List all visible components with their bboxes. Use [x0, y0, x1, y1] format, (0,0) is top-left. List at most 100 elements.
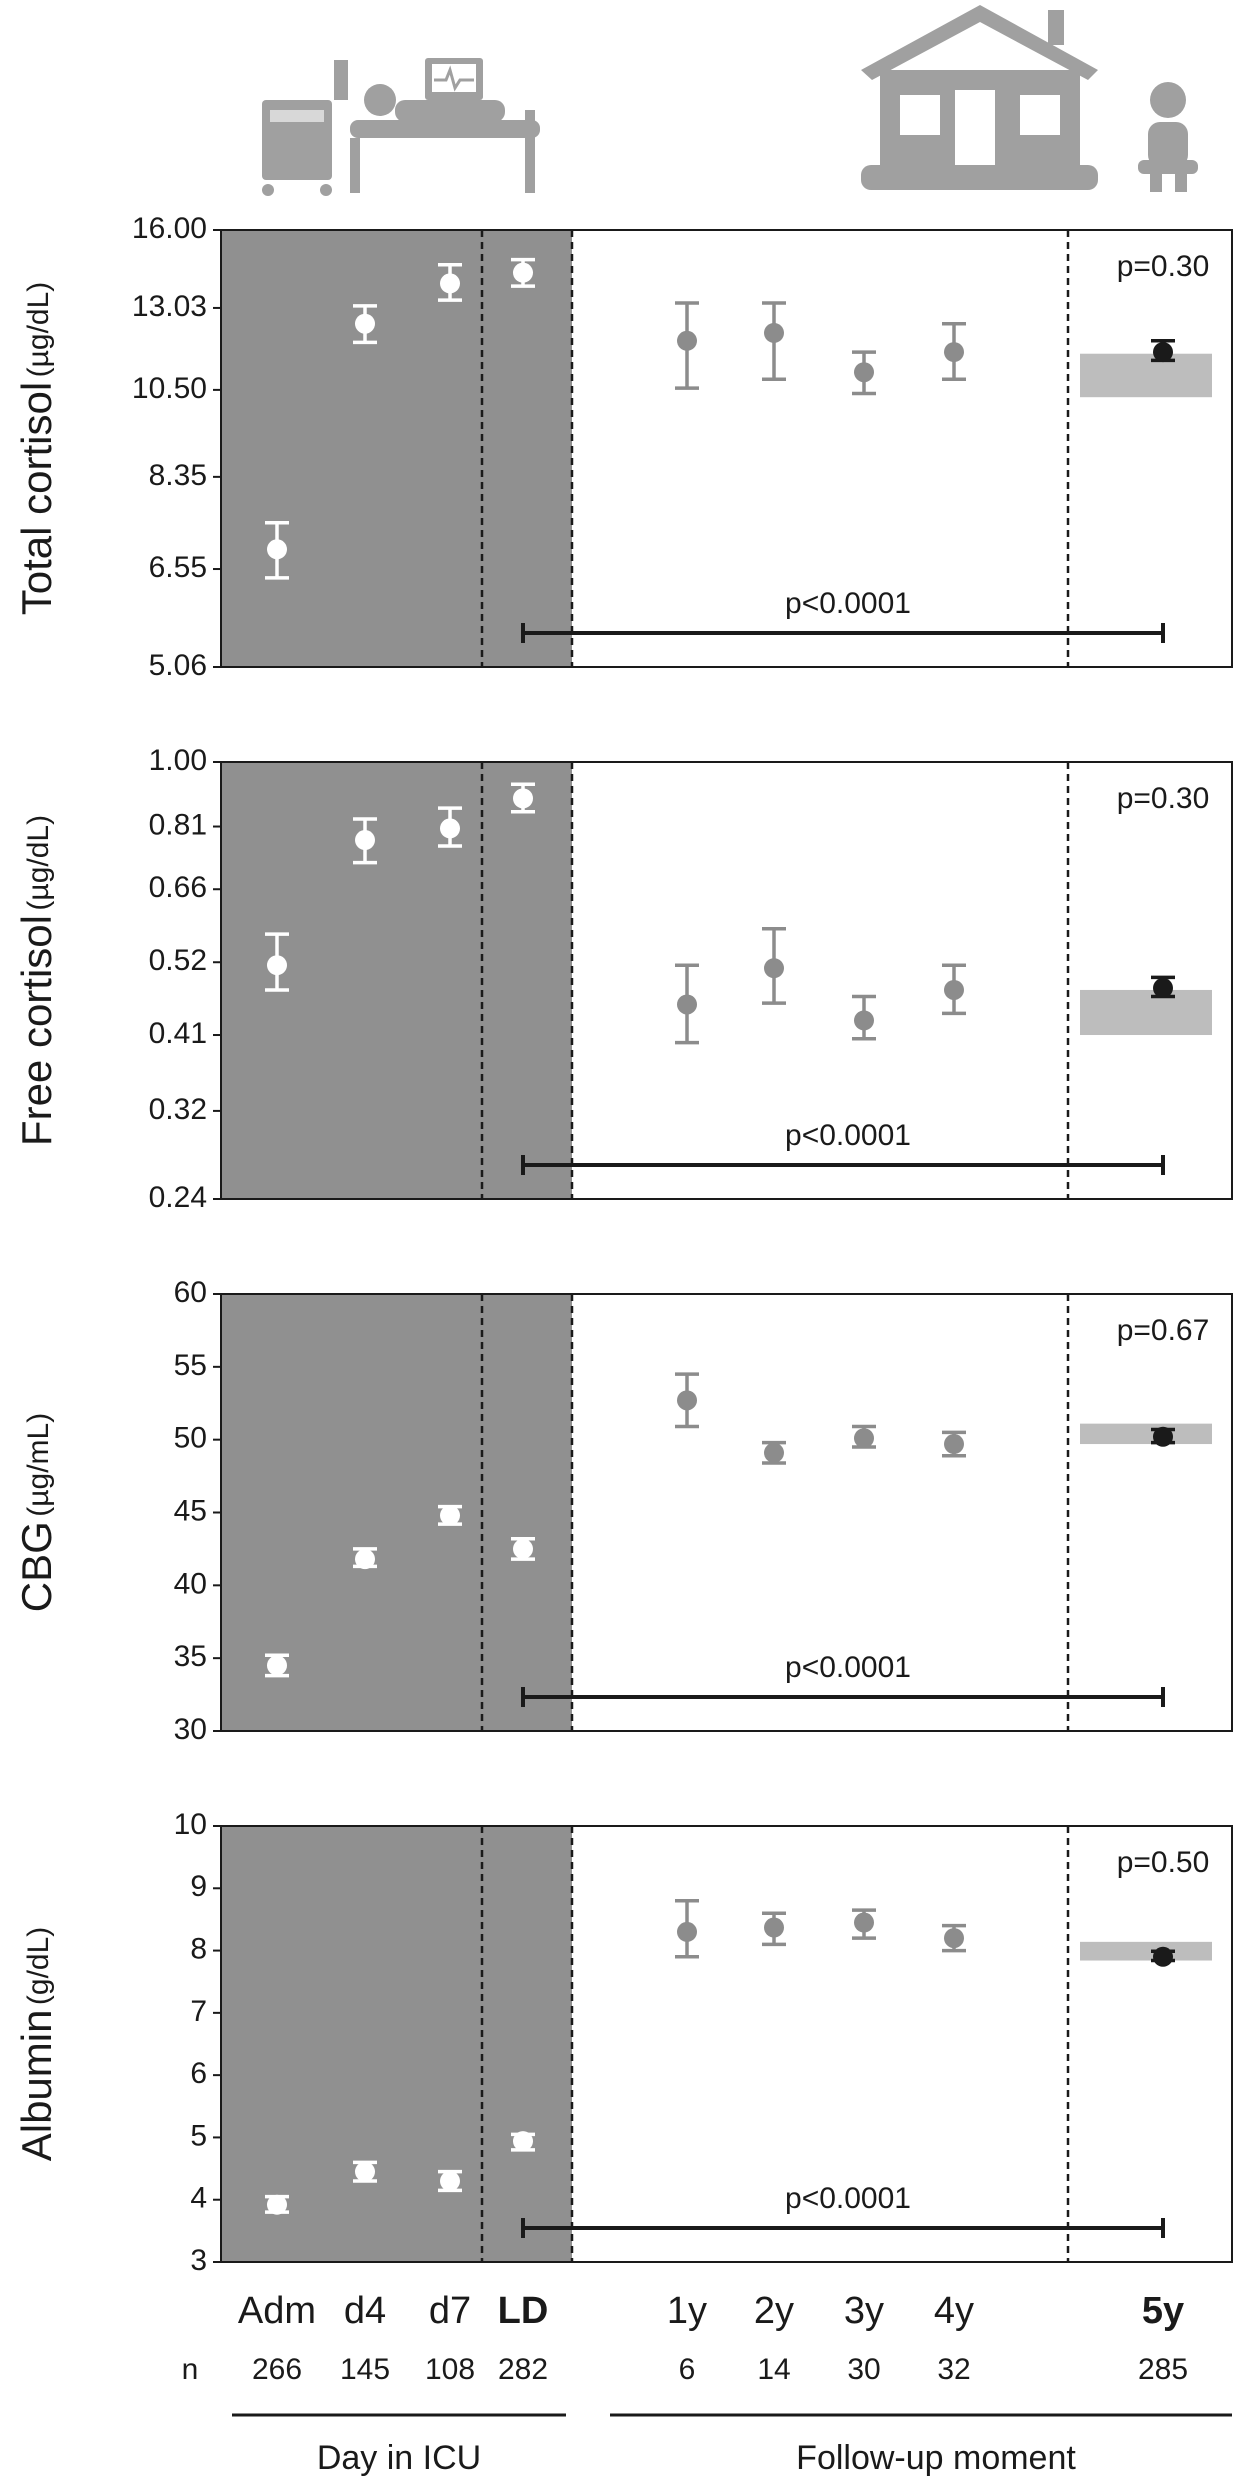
y-axis-unit: (g/dL): [22, 1927, 55, 2005]
point: [944, 1928, 964, 1949]
point: [1153, 978, 1173, 999]
point: [355, 2161, 375, 2182]
x-tick-label: 3y: [844, 2290, 884, 2332]
n-value: 145: [340, 2353, 390, 2386]
y-tick-label: 10.50: [132, 372, 207, 405]
y-tick-label: 35: [174, 1640, 207, 1673]
y-tick-label: 6: [190, 2057, 207, 2090]
point: [1153, 1946, 1173, 1967]
point: [944, 1434, 964, 1455]
y-tick-label: 9: [190, 1870, 207, 1903]
house-icon: [861, 5, 1098, 190]
point: [267, 2194, 287, 2215]
group-label: Follow-up moment: [796, 2439, 1076, 2477]
point: [440, 273, 460, 294]
plot-frame: [220, 229, 1233, 668]
point: [513, 2131, 533, 2152]
n-label: n: [182, 2353, 199, 2386]
point: [677, 1921, 697, 1942]
point: [355, 1549, 375, 1570]
y-axis-label: Total cortisol (µg/dL): [13, 282, 60, 616]
p-control: p=0.30: [1117, 782, 1210, 815]
y-tick-label: 50: [174, 1422, 207, 1455]
y-axis-unit: (µg/dL): [22, 815, 55, 911]
point: [513, 1538, 533, 1559]
p-trend: p<0.0001: [785, 1651, 911, 1684]
point: [677, 330, 697, 351]
y-tick-label: 60: [174, 1276, 207, 1309]
n-value: 266: [252, 2353, 302, 2386]
x-tick-label: LD: [498, 2290, 549, 2332]
n-value: 282: [498, 2353, 548, 2386]
y-axis-unit: (µg/dL): [22, 282, 55, 378]
y-tick-label: 40: [174, 1567, 207, 1600]
y-axis-title: Total cortisol: [13, 382, 60, 615]
point: [267, 1655, 287, 1676]
y-tick-label: 4: [190, 2182, 207, 2215]
point: [764, 1917, 784, 1938]
p-trend: p<0.0001: [785, 2182, 911, 2215]
y-tick-label: 3: [190, 2244, 207, 2277]
point: [1153, 342, 1173, 363]
point: [440, 2171, 460, 2192]
y-axis-label: Albumin (g/dL): [13, 1927, 60, 2162]
y-tick-label: 10: [174, 1808, 207, 1841]
y-axis-label: CBG (µg/mL): [13, 1413, 60, 1612]
p-trend: p<0.0001: [785, 1119, 911, 1152]
point: [854, 1912, 874, 1933]
y-axis-title: Free cortisol: [13, 915, 60, 1146]
y-axis-title: CBG: [13, 1521, 60, 1612]
y-tick-label: 30: [174, 1713, 207, 1746]
reference-band: [1080, 989, 1212, 1036]
n-value: 285: [1138, 2353, 1188, 2386]
x-tick-label: d7: [429, 2290, 471, 2332]
y-tick-label: 45: [174, 1494, 207, 1527]
y-tick-label: 1.00: [149, 744, 207, 777]
y-tick-label: 0.81: [149, 808, 207, 841]
p-control: p=0.30: [1117, 250, 1210, 283]
reference-band: [1080, 353, 1212, 398]
y-tick-label: 55: [174, 1349, 207, 1382]
point: [440, 1505, 460, 1526]
n-value: 30: [847, 2353, 880, 2386]
reference-band: [1080, 1423, 1212, 1445]
p-trend: p<0.0001: [785, 587, 911, 620]
point: [513, 262, 533, 283]
y-axis-label: Free cortisol (µg/dL): [13, 815, 60, 1146]
y-tick-label: 0.52: [149, 944, 207, 977]
n-value: 6: [679, 2353, 696, 2386]
point: [944, 342, 964, 363]
icu-shading: [221, 762, 572, 1199]
y-tick-label: 8.35: [149, 459, 207, 492]
y-tick-label: 0.32: [149, 1093, 207, 1126]
y-axis-unit: (µg/mL): [22, 1413, 55, 1517]
y-tick-label: 16.00: [132, 212, 207, 245]
x-tick-label: 4y: [934, 2290, 974, 2332]
point: [677, 994, 697, 1015]
x-tick-label: 5y: [1142, 2290, 1184, 2332]
child-icon: [1138, 82, 1198, 192]
point: [677, 1390, 697, 1411]
x-tick-label: 1y: [667, 2290, 707, 2332]
point: [854, 362, 874, 383]
p-control: p=0.67: [1117, 1314, 1210, 1347]
y-tick-label: 5.06: [149, 649, 207, 682]
point: [440, 818, 460, 839]
p-control: p=0.50: [1117, 1846, 1210, 1879]
y-tick-label: 0.66: [149, 871, 207, 904]
point: [1153, 1426, 1173, 1447]
reference-band: [1080, 1941, 1212, 1961]
x-tick-label: d4: [344, 2290, 386, 2332]
x-tick-label: 2y: [754, 2290, 794, 2332]
point: [764, 1442, 784, 1463]
icu-icon: [262, 58, 540, 196]
y-tick-label: 0.41: [149, 1017, 207, 1050]
y-axis-title: Albumin: [13, 2010, 60, 2162]
y-tick-label: 6.55: [149, 551, 207, 584]
n-value: 14: [757, 2353, 790, 2386]
plot-frame: [220, 1825, 1233, 2263]
y-tick-label: 7: [190, 1995, 207, 2028]
point: [355, 313, 375, 334]
group-label: Day in ICU: [317, 2439, 481, 2477]
